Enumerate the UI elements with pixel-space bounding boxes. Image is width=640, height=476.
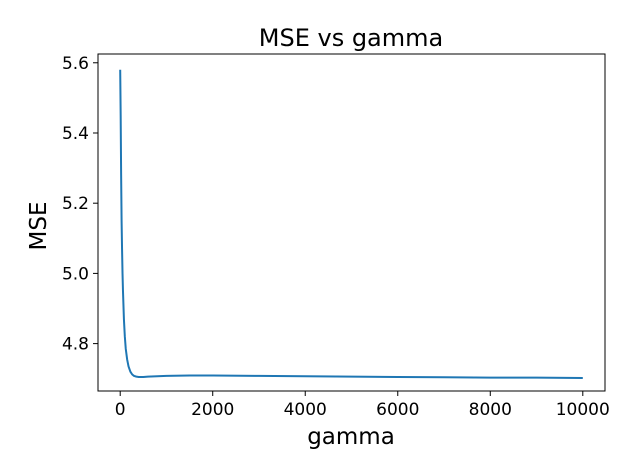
y-tick-label: 5.4 — [62, 124, 89, 144]
y-axis-label: MSE — [26, 202, 52, 251]
plot-area — [97, 53, 606, 392]
x-tick-label: 8000 — [469, 400, 512, 420]
x-tick-label: 0 — [115, 400, 126, 420]
x-tick-label: 2000 — [191, 400, 234, 420]
axes-frame — [97, 53, 606, 392]
y-tick-label: 5.6 — [62, 54, 89, 74]
x-tick-label: 4000 — [284, 400, 327, 420]
chart-title: MSE vs gamma — [259, 24, 443, 52]
x-tick-label: 6000 — [376, 400, 419, 420]
x-tick-label: 10000 — [556, 400, 610, 420]
x-axis-label: gamma — [307, 424, 395, 450]
axis-ticks: 0 2000 4000 6000 8000 10000 4.8 5.0 5.2 5.4 5.6 — [62, 54, 610, 420]
series-line-0 — [119, 69, 583, 380]
y-tick-label: 4.8 — [62, 335, 89, 355]
y-tick-label: 5.0 — [62, 264, 89, 284]
y-tick-label: 5.2 — [62, 194, 89, 214]
